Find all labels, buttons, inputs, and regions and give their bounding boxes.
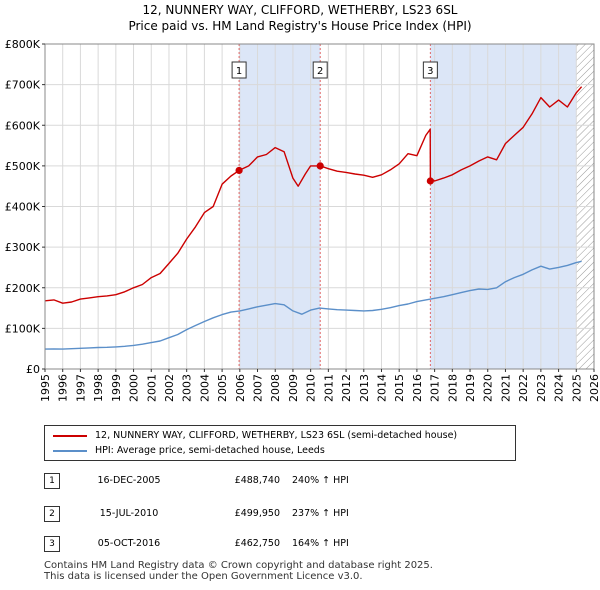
x-tick-label: 2003 <box>181 374 194 402</box>
x-tick-label: 2024 <box>553 374 566 402</box>
sale-point <box>235 166 243 175</box>
sale-marker-label: 2 <box>317 66 323 77</box>
x-tick-label: 2014 <box>375 374 388 402</box>
y-tick-label: £0 <box>26 363 40 376</box>
footer-copyright: Contains HM Land Registry data © Crown c… <box>44 560 433 571</box>
x-tick-label: 2006 <box>234 374 247 402</box>
transaction-hpi: 240% ↑ HPI <box>292 475 349 486</box>
chart-subtitle: Price paid vs. HM Land Registry's House … <box>128 19 472 33</box>
transaction-number: 2 <box>44 506 60 522</box>
x-tick-label: 2022 <box>517 374 530 402</box>
sale-marker-label: 3 <box>427 66 433 77</box>
x-tick-label: 2000 <box>128 374 141 402</box>
sale-marker-box <box>231 61 247 79</box>
y-tick-label: £700K <box>5 79 41 92</box>
price-chart: 1 2 3 £0 £100K £200K £300K £400K £500K £600K £700… <box>5 38 600 402</box>
transaction-price: £462,750 <box>234 538 280 549</box>
y-tick-label: £100K <box>5 322 41 335</box>
y-tick-label: £600K <box>5 119 41 132</box>
x-tick-label: 2005 <box>216 374 229 402</box>
y-tick-label: £500K <box>5 160 41 173</box>
x-tick-label: 2009 <box>287 374 300 402</box>
x-tick-label: 1998 <box>92 374 105 402</box>
footer: Contains HM Land Registry data © Crown c… <box>44 560 433 582</box>
x-tick-label: 1996 <box>57 374 70 402</box>
x-tick-label: 1995 <box>39 374 52 402</box>
transaction-number: 3 <box>44 536 60 552</box>
x-tick-label: 2020 <box>482 374 495 402</box>
sale-point <box>316 162 324 170</box>
legend-item-hpi: HPI: Average price, semi-detached house,… <box>53 444 325 458</box>
legend-label-hpi: HPI: Average price, semi-detached house,… <box>95 445 325 456</box>
transaction-hpi: 164% ↑ HPI <box>292 538 349 549</box>
y-tick-label: £300K <box>5 241 41 254</box>
x-tick-label: 2016 <box>411 374 424 402</box>
x-tick-label: 2001 <box>145 374 158 402</box>
sale-marker-box <box>422 61 438 79</box>
x-tick-label: 2019 <box>464 374 477 402</box>
transaction-price: £499,950 <box>234 508 280 519</box>
y-tick-label: £800K <box>5 38 41 51</box>
x-tick-label: 2012 <box>340 374 353 402</box>
x-tick-label: 1999 <box>110 374 123 402</box>
x-tick-label: 2021 <box>499 374 512 402</box>
legend: 12, NUNNERY WAY, CLIFFORD, WETHERBY, LS2… <box>44 425 516 461</box>
x-tick-label: 2007 <box>252 374 265 402</box>
legend-item-property: 12, NUNNERY WAY, CLIFFORD, WETHERBY, LS2… <box>53 429 457 443</box>
chart-title: 12, NUNNERY WAY, CLIFFORD, WETHERBY, LS2… <box>142 3 458 17</box>
transaction-date: 15-JUL-2010 <box>99 508 159 519</box>
x-tick-label: 2023 <box>535 374 548 402</box>
transaction-hpi: 237% ↑ HPI <box>292 508 349 519</box>
hpi-line <box>44 260 582 350</box>
x-tick-label: 2010 <box>305 374 318 402</box>
x-tick-label: 2008 <box>269 374 282 402</box>
y-tick-label: £400K <box>5 201 41 214</box>
transaction-number: 1 <box>44 473 60 489</box>
transaction-date: 16-DEC-2005 <box>97 475 161 486</box>
footer-licence: This data is licensed under the Open Gov… <box>44 571 363 582</box>
x-tick-label: 2018 <box>446 374 459 402</box>
x-tick-label: 2004 <box>198 374 211 402</box>
transaction-row: 3 05-OCT-2016 £462,750 164% ↑ HPI <box>44 535 544 553</box>
transaction-row: 1 16-DEC-2005 £488,740 240% ↑ HPI <box>44 472 544 490</box>
x-tick-label: 2017 <box>429 374 442 402</box>
x-tick-label: 2002 <box>163 374 176 402</box>
sale-marker-box <box>312 61 328 79</box>
x-tick-label: 2026 <box>588 374 600 402</box>
legend-swatch-property <box>53 434 87 437</box>
transaction-row: 2 15-JUL-2010 £499,950 237% ↑ HPI <box>44 505 544 523</box>
legend-label-property: 12, NUNNERY WAY, CLIFFORD, WETHERBY, LS2… <box>95 430 458 441</box>
x-tick-label: 1997 <box>74 374 87 402</box>
y-tick-label: £200K <box>5 282 41 295</box>
sale-point <box>426 177 434 185</box>
transaction-date: 05-OCT-2016 <box>97 538 161 549</box>
x-tick-label: 2025 <box>570 374 583 402</box>
x-tick-label: 2015 <box>393 374 406 402</box>
transaction-price: £488,740 <box>234 475 280 486</box>
x-tick-label: 2011 <box>322 374 335 402</box>
x-tick-label: 2013 <box>358 374 371 402</box>
legend-swatch-hpi <box>53 449 87 452</box>
sale-marker-label: 1 <box>236 66 242 77</box>
